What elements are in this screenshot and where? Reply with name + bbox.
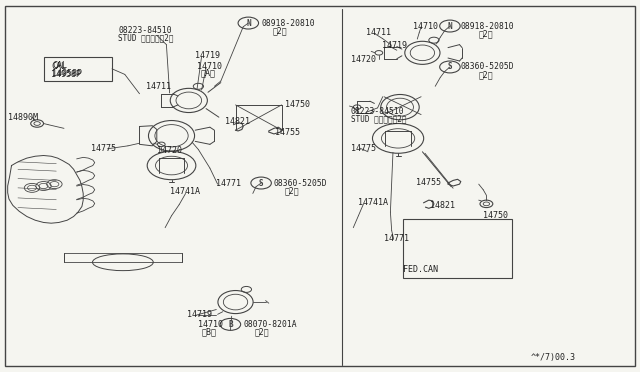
Text: 08070-8201A: 08070-8201A: [243, 320, 297, 329]
Text: ^*/7)00.3: ^*/7)00.3: [531, 353, 576, 362]
Text: 08223-84510: 08223-84510: [118, 26, 172, 35]
Text: 14720: 14720: [157, 146, 182, 155]
Text: 14958P: 14958P: [51, 70, 81, 79]
Text: CAL: CAL: [52, 61, 67, 70]
Text: STUD スタッド（2）: STUD スタッド（2）: [351, 115, 406, 124]
Bar: [64, 253, 182, 262]
Text: 14821: 14821: [430, 201, 455, 210]
Text: 14890M: 14890M: [8, 113, 38, 122]
Text: 14719: 14719: [382, 41, 407, 50]
Text: 14821: 14821: [225, 117, 250, 126]
Text: （2）: （2）: [285, 186, 300, 195]
Text: （2）: （2）: [255, 327, 269, 336]
Text: N: N: [447, 22, 452, 31]
Bar: [44, 57, 112, 81]
Text: 14775: 14775: [91, 144, 116, 153]
Text: 14775: 14775: [351, 144, 376, 153]
Text: 08360-5205D: 08360-5205D: [274, 179, 328, 187]
Text: 14741A: 14741A: [358, 198, 388, 207]
Text: 14750: 14750: [483, 211, 508, 219]
Text: 14771: 14771: [216, 179, 241, 187]
Text: S: S: [447, 62, 452, 71]
Text: 08918-20810: 08918-20810: [261, 19, 315, 28]
Text: N: N: [246, 19, 251, 28]
Text: （2）: （2）: [479, 29, 493, 38]
Text: （2）: （2）: [273, 26, 287, 35]
Text: 14755: 14755: [275, 128, 300, 137]
Text: 08360-5205D: 08360-5205D: [461, 62, 515, 71]
Text: 14958P: 14958P: [52, 69, 83, 78]
Text: 14710: 14710: [198, 320, 223, 329]
Text: （2）: （2）: [479, 70, 493, 79]
Text: 14771: 14771: [384, 234, 409, 243]
Text: （A）: （A）: [200, 69, 215, 78]
Text: 14750: 14750: [285, 100, 310, 109]
Text: 14755: 14755: [416, 178, 441, 187]
Text: B: B: [228, 320, 233, 329]
Text: FED.CAN: FED.CAN: [403, 265, 438, 274]
Text: 14710: 14710: [413, 22, 438, 31]
Text: 08223-84510: 08223-84510: [351, 107, 404, 116]
Text: STUD スタッド（2）: STUD スタッド（2）: [118, 33, 174, 42]
Text: 14710: 14710: [197, 62, 222, 71]
Text: 14719: 14719: [187, 310, 212, 319]
Text: 14711: 14711: [366, 28, 391, 37]
Text: 08918-20810: 08918-20810: [461, 22, 515, 31]
Text: 14719: 14719: [195, 51, 220, 60]
Text: 14711: 14711: [146, 82, 171, 91]
Bar: [403, 219, 512, 278]
Text: CAL: CAL: [51, 62, 66, 71]
Text: S: S: [259, 179, 264, 187]
Text: 14741A: 14741A: [170, 187, 200, 196]
Text: 14720: 14720: [351, 55, 376, 64]
Text: （B）: （B）: [202, 327, 216, 336]
